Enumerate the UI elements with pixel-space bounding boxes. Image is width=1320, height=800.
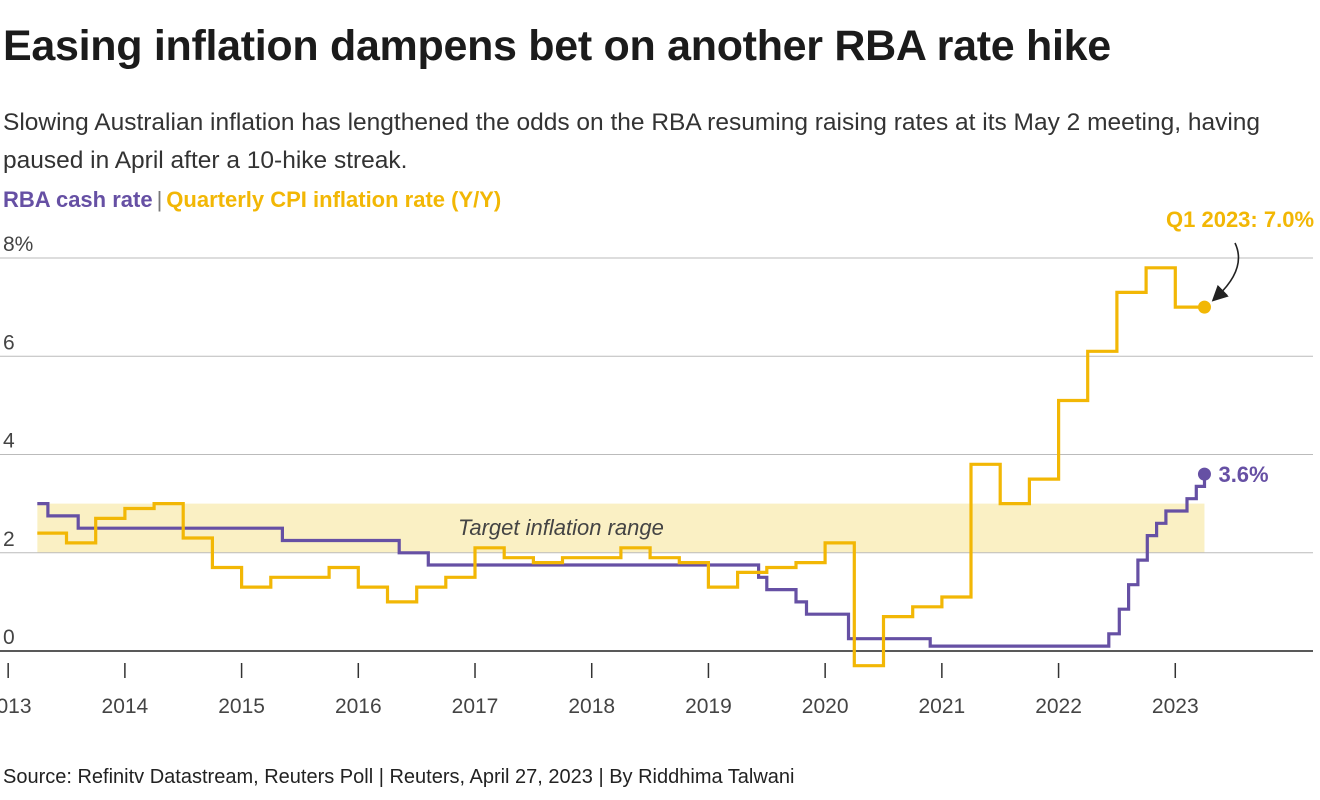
x-tick-label: 2021 — [918, 695, 965, 718]
x-tick-label: 2013 — [0, 695, 32, 718]
x-tick-label: 2022 — [1035, 695, 1082, 718]
cpi-end-dot — [1197, 300, 1211, 314]
y-tick-label: 2 — [3, 528, 15, 551]
cpi-end-label: Q1 2023: 7.0% — [1166, 207, 1314, 232]
callout-arrow — [1211, 242, 1240, 302]
legend-separator: | — [156, 187, 163, 212]
chart-title: Easing inflation dampens bet on another … — [3, 22, 1111, 70]
legend-cash-rate: RBA cash rate — [3, 187, 153, 212]
x-tick-label: 2016 — [335, 695, 382, 718]
cash-rate-line — [37, 474, 1207, 648]
x-tick-label: 2020 — [802, 695, 849, 718]
y-tick-label: 0 — [3, 626, 15, 649]
source-note: Source: Refinitv Datastream, Reuters Pol… — [3, 766, 795, 788]
chart-subtitle: Slowing Australian inflation has lengthe… — [3, 109, 1261, 174]
x-tick-label: 2018 — [568, 695, 615, 718]
x-tick-label: 2014 — [102, 695, 149, 718]
y-tick-label: 4 — [3, 430, 15, 453]
legend: RBA cash rate | Quarterly CPI inflation ra… — [3, 187, 501, 213]
x-tick-label: 2019 — [685, 695, 732, 718]
target-band-label: Target inflation range — [458, 515, 664, 540]
cpi-line — [37, 266, 1205, 668]
x-tick-label: 2023 — [1152, 695, 1199, 718]
x-tick-label: 2015 — [218, 695, 265, 718]
y-tick-label: 8% — [3, 233, 33, 256]
cash-rate-end-label: 3.6% — [1218, 462, 1268, 487]
y-tick-label: 6 — [3, 331, 15, 354]
legend-cpi: Quarterly CPI inflation rate (Y/Y) — [166, 187, 502, 212]
cash-rate-end-dot — [1197, 467, 1211, 481]
x-tick-label: 2017 — [452, 695, 499, 718]
